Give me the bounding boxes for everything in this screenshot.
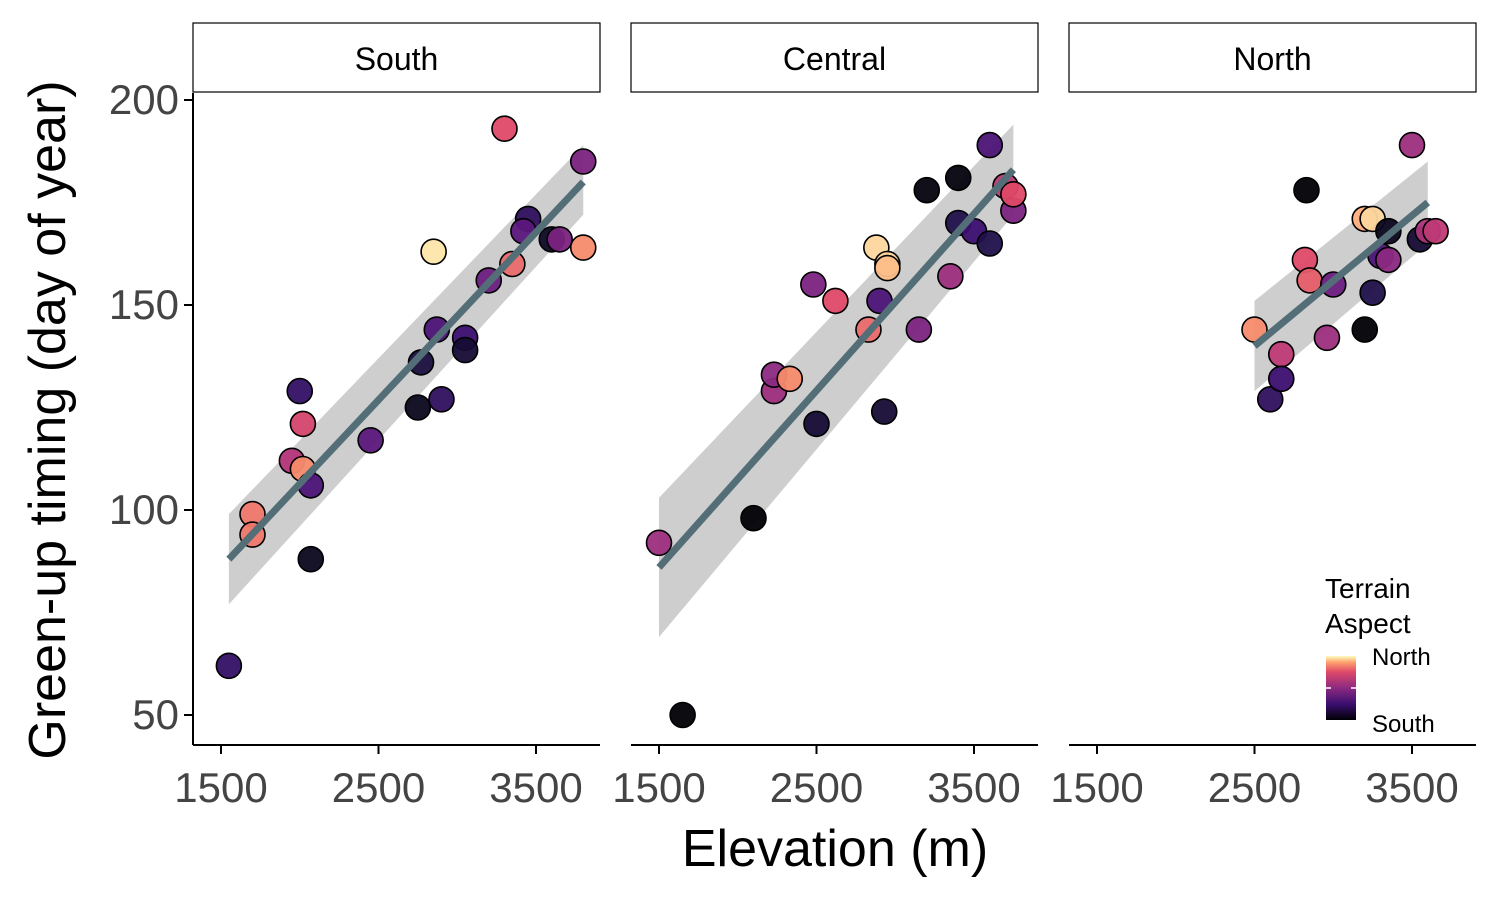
data-point	[499, 250, 526, 278]
panel-strip-label: South	[355, 41, 439, 77]
x-tick-label: 2500	[332, 764, 425, 811]
data-point	[1351, 316, 1379, 343]
data-point	[1293, 176, 1320, 204]
data-point	[1267, 340, 1295, 368]
data-point	[1375, 246, 1402, 274]
data-point	[289, 410, 317, 438]
data-point	[822, 287, 849, 315]
x-tick-label: 3500	[927, 764, 1020, 811]
data-point	[905, 316, 933, 343]
data-point	[1422, 217, 1449, 245]
data-point	[1267, 365, 1295, 393]
data-point	[913, 176, 941, 204]
data-point	[491, 115, 518, 142]
regression-line	[226, 179, 586, 562]
y-tick-label: 150	[109, 281, 179, 328]
x-tick-label: 1500	[174, 764, 267, 811]
data-point	[1000, 181, 1027, 208]
legend-label-high: North	[1372, 644, 1431, 671]
data-point	[937, 262, 964, 290]
points	[215, 115, 597, 680]
regression-line	[1252, 199, 1430, 349]
data-point	[428, 385, 455, 413]
data-point	[546, 226, 573, 253]
panel-north: North 1500 2500 3500	[1050, 22, 1477, 811]
panel-central: Central 1500 2500 3500	[612, 22, 1039, 811]
x-tick-label: 3500	[489, 764, 582, 811]
x-tick-label: 1500	[1050, 764, 1143, 811]
points	[645, 131, 1027, 729]
y-tick-label: 200	[109, 76, 179, 123]
data-point	[740, 504, 767, 532]
y-tick-label: 50	[132, 691, 179, 738]
panel-strip-label: Central	[783, 41, 886, 77]
confidence-band	[659, 124, 1014, 638]
data-point	[215, 652, 243, 680]
data-point	[404, 394, 432, 421]
data-point	[569, 234, 597, 261]
data-point	[420, 238, 447, 265]
data-point	[976, 230, 1004, 257]
legend-label-low: South	[1372, 711, 1435, 738]
data-point	[776, 365, 804, 393]
data-point	[569, 148, 597, 175]
y-axis-title: Green-up timing (day of year)	[19, 80, 77, 759]
data-point	[874, 254, 901, 282]
data-point	[451, 336, 479, 364]
data-point	[286, 377, 314, 405]
data-point	[870, 398, 898, 425]
data-point	[1313, 324, 1341, 352]
regression-line	[656, 167, 1016, 570]
panel-strip	[630, 22, 1039, 93]
x-tick-label: 2500	[1208, 764, 1301, 811]
facet-panels: South 50 100 150 200 1500 2500 3500 Central 1500 2…	[109, 22, 1477, 811]
data-point	[800, 271, 827, 298]
data-point	[669, 701, 696, 729]
data-point	[1359, 279, 1386, 307]
panel-south: South 50 100 150 200 1500 2500 3500	[109, 22, 601, 811]
data-point	[645, 529, 673, 557]
data-point	[1398, 131, 1426, 159]
x-tick-label: 3500	[1365, 764, 1458, 811]
panel-strip-label: North	[1233, 41, 1311, 77]
x-tick-label: 1500	[612, 764, 705, 811]
data-point	[357, 426, 384, 454]
x-tick-label: 2500	[770, 764, 863, 811]
panel-strip	[1068, 22, 1477, 93]
legend-title-line-1: Terrain	[1325, 573, 1411, 604]
data-point	[1256, 385, 1284, 413]
data-point	[297, 545, 325, 573]
y-tick-label: 100	[109, 486, 179, 533]
data-point	[803, 410, 830, 438]
legend-title-line-2: Aspect	[1325, 608, 1411, 639]
legend: Terrain Aspect North South	[1325, 573, 1435, 738]
data-point	[944, 164, 972, 192]
x-axis-title: Elevation (m)	[682, 820, 988, 878]
panel-strip	[192, 22, 601, 93]
data-point	[976, 131, 1004, 159]
